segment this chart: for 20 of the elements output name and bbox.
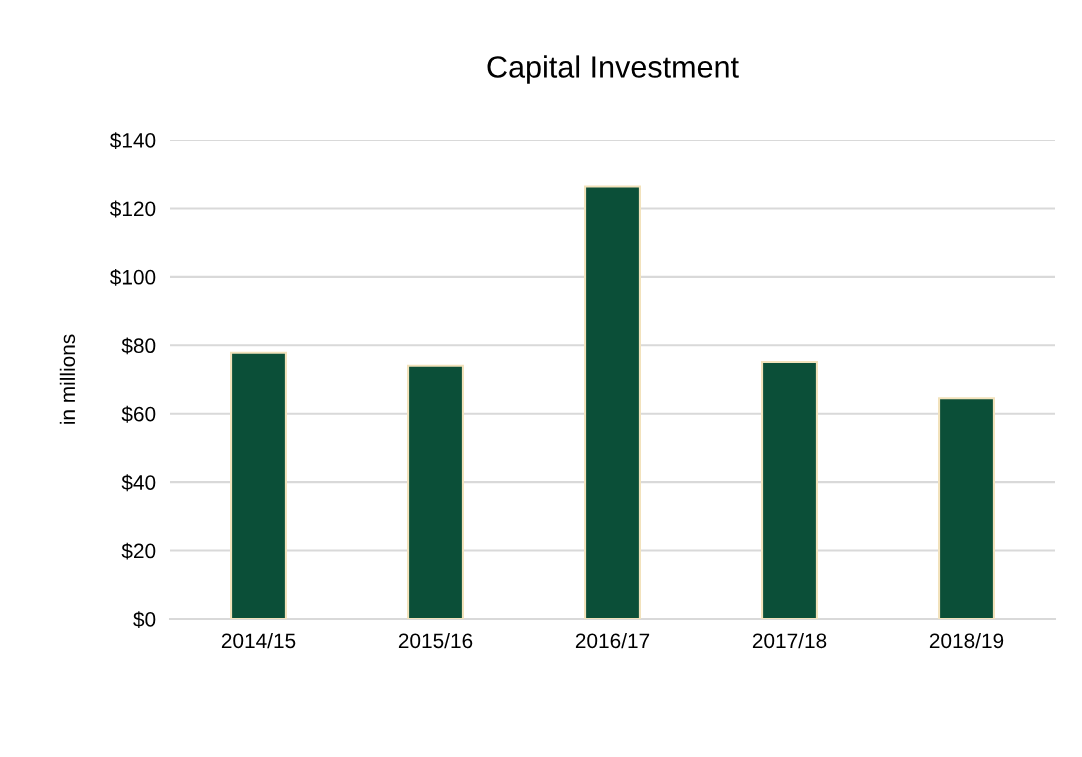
y-tick-label: $120: [109, 200, 156, 218]
y-axis-title: in millions: [59, 334, 76, 424]
y-tick-label: $100: [109, 268, 156, 286]
bar: [230, 351, 287, 619]
x-tick-label: 2015/16: [398, 632, 473, 649]
y-tick-label: $20: [121, 542, 156, 560]
y-tick-label: $140: [109, 132, 156, 149]
chart-title: Capital Investment: [487, 55, 739, 84]
x-tick-label: 2017/18: [752, 632, 827, 649]
y-tick-label: $40: [121, 474, 156, 492]
x-tick-label: 2018/19: [929, 632, 1004, 649]
x-tick-label: 2016/17: [575, 632, 650, 649]
bar: [407, 364, 464, 619]
bar: [584, 185, 641, 619]
y-tick-label: $0: [133, 611, 156, 628]
y-tick-label: $60: [121, 405, 156, 423]
bar: [761, 361, 818, 619]
y-tick-label: $80: [121, 337, 156, 355]
bar: [938, 397, 995, 619]
x-tick-label: 2014/15: [221, 632, 296, 649]
